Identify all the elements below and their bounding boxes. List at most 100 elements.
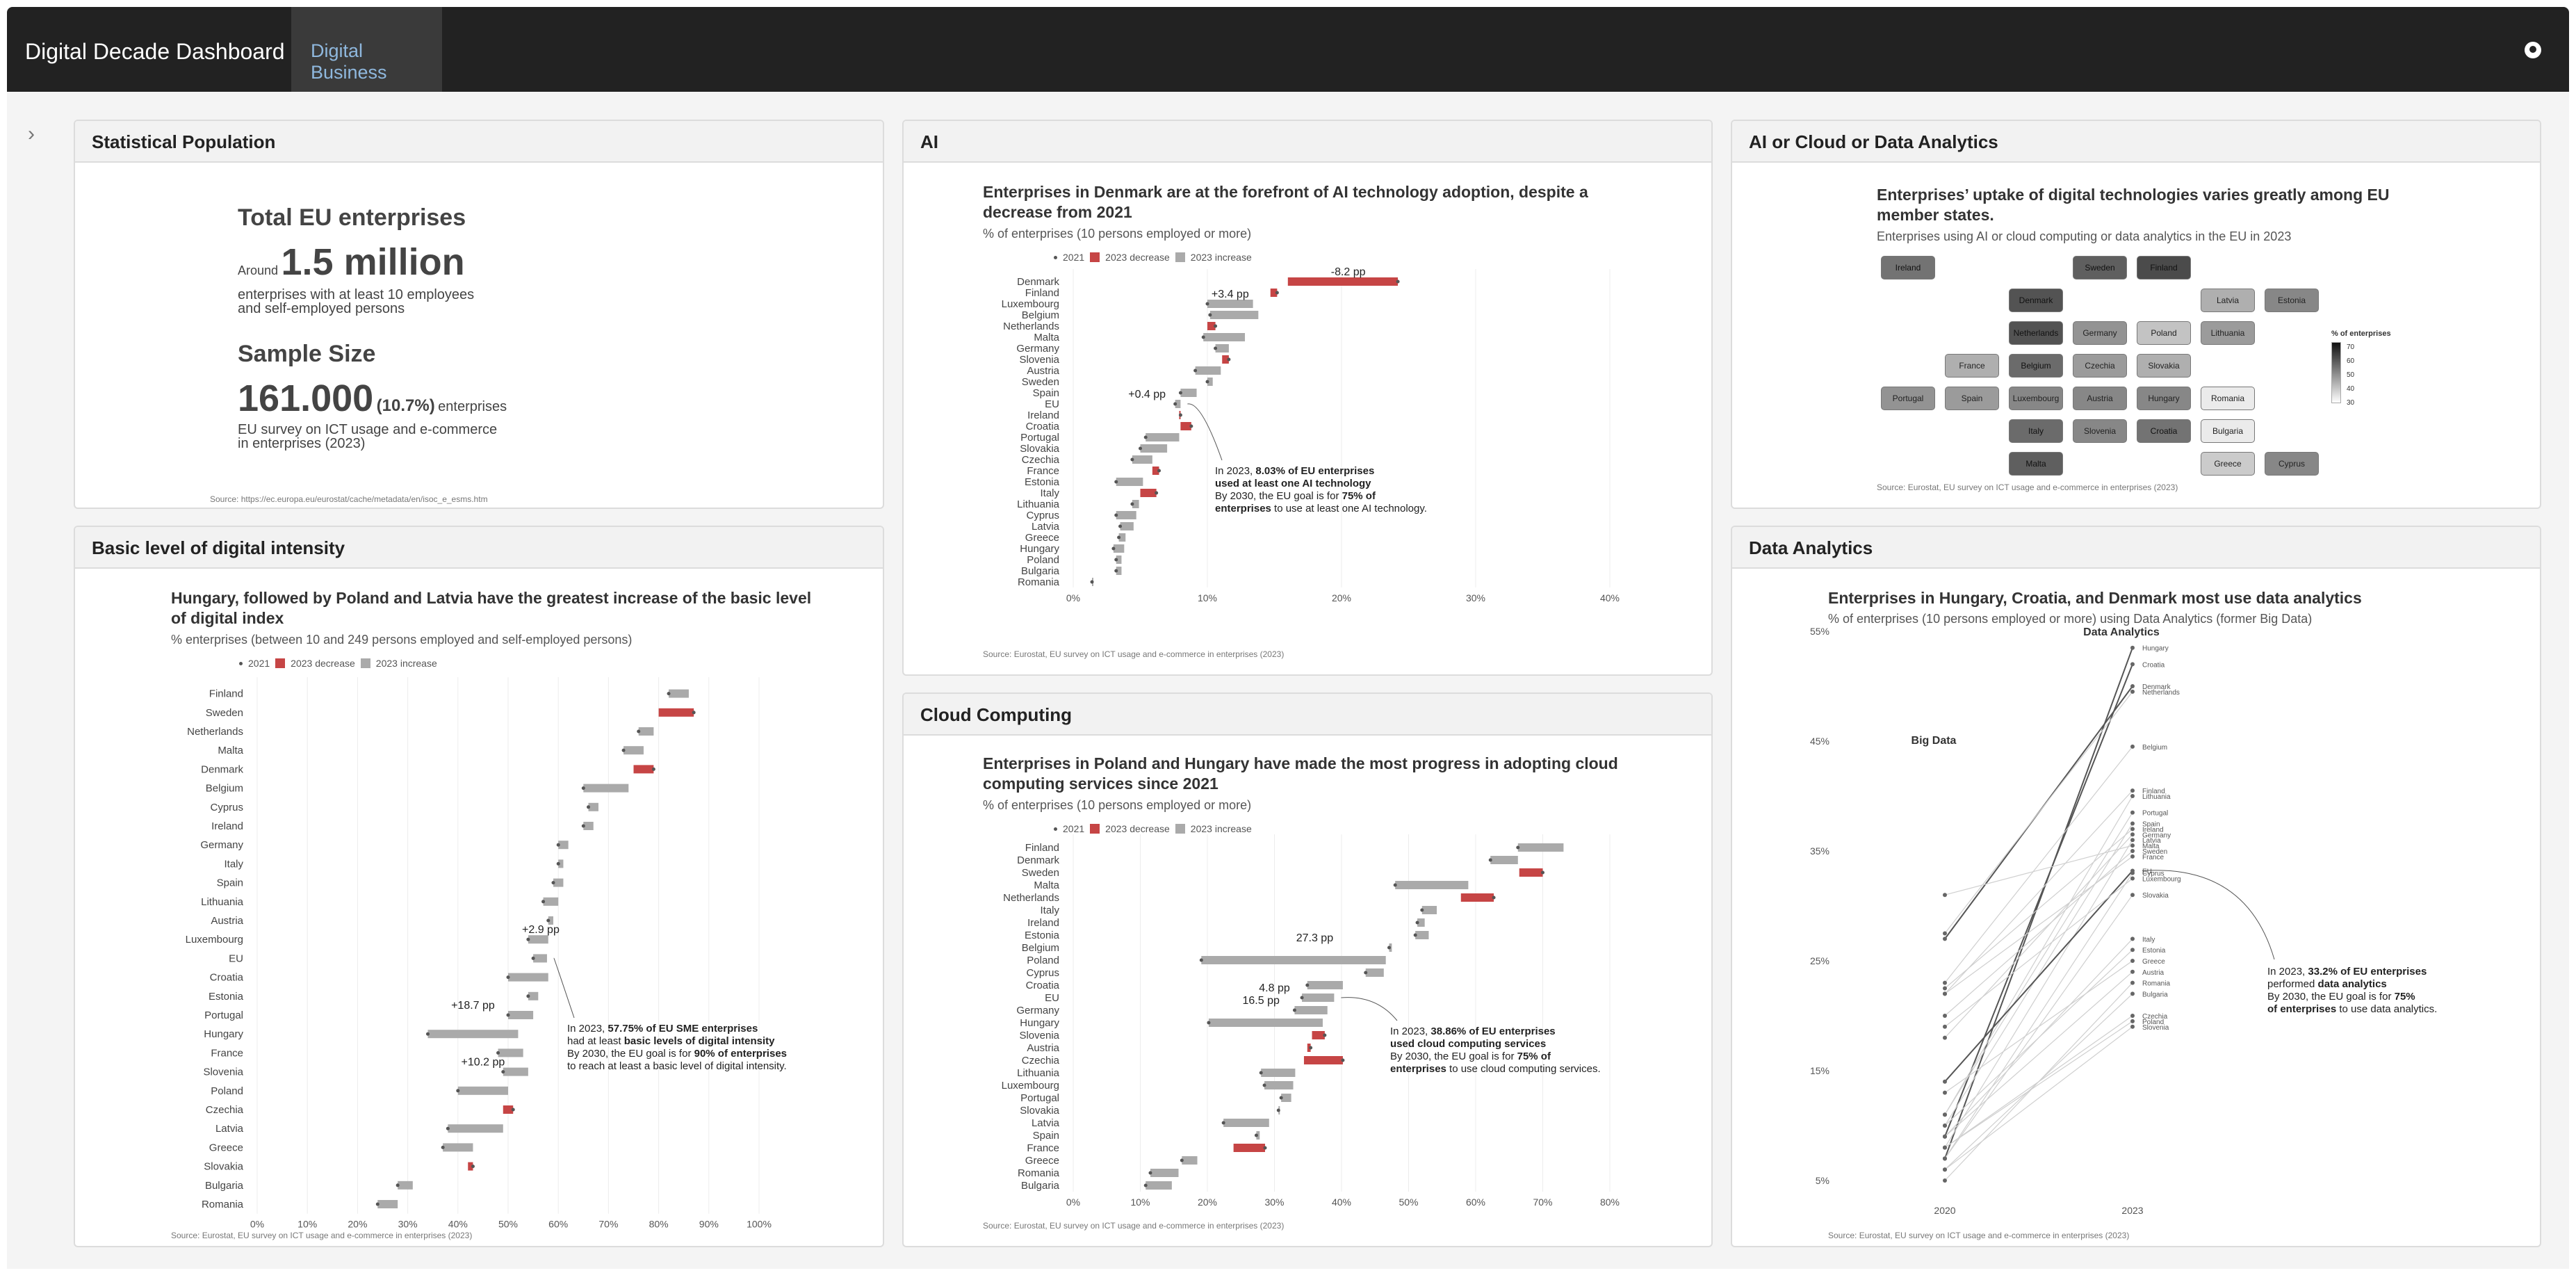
map-tile[interactable]: Croatia	[2137, 419, 2191, 443]
bar	[1175, 400, 1181, 408]
series-line	[1944, 971, 2133, 1137]
legend-increase-swatch	[360, 658, 370, 668]
bar	[1264, 1081, 1294, 1089]
source-note: Source: Eurostat, EU survey on ICT usage…	[171, 1231, 473, 1240]
map-tile[interactable]: Cyprus	[2265, 452, 2319, 476]
map-tile[interactable]: Luxembourg	[2009, 387, 2063, 410]
x-tick-label: 30%	[1466, 592, 1485, 603]
category-label: Poland	[1027, 554, 1059, 566]
map-tile[interactable]: Ireland	[1881, 256, 1935, 279]
point-2021	[1300, 996, 1304, 1000]
map-tile[interactable]: Finland	[2137, 256, 2191, 279]
category-label: Portugal	[204, 1010, 243, 1021]
series-line	[1944, 960, 2133, 1094]
category-label: Slovakia	[1020, 1105, 1059, 1117]
map-tile[interactable]: Germany	[2073, 321, 2127, 345]
bar	[1146, 433, 1180, 441]
cloud-chart: 0% 10% 20% 30% 40% 50% 60% 70% 80% FinlandDenmark…	[1002, 834, 1620, 1208]
source-note: Source: Eurostat, EU survey on ICT usage…	[1877, 483, 2178, 492]
map-tile[interactable]: Italy	[2009, 419, 2063, 443]
map-tile[interactable]: Austria	[2073, 387, 2127, 410]
card-cloud-computing: Cloud Computing Enterprises in Poland an…	[902, 692, 1713, 1247]
category-label: Sweden	[1022, 376, 1059, 388]
github-icon[interactable]	[2525, 42, 2541, 58]
y-tick-label: 45%	[1810, 736, 1829, 747]
map-tile[interactable]: France	[1945, 354, 1999, 378]
card-title: AI	[904, 121, 1711, 163]
x-tick-label: 10%	[297, 1219, 317, 1230]
point-2023	[2130, 1019, 2135, 1023]
x-tick-label: 90%	[699, 1219, 719, 1230]
sample-desc-1: EU survey on ICT usage and e-commerce	[238, 422, 498, 437]
point-2021	[1148, 1171, 1152, 1175]
category-label: Spain	[1033, 1130, 1059, 1142]
category-label: Portugal	[1020, 432, 1059, 444]
category-label: France	[211, 1047, 243, 1059]
map-tile[interactable]: Sweden	[2073, 256, 2127, 279]
map-tile[interactable]: Slovakia	[2137, 354, 2191, 378]
x-tick-label: 2023	[2121, 1205, 2143, 1216]
point-2020	[1943, 1024, 1947, 1029]
tab-digital-business[interactable]: Digital Business	[291, 7, 442, 92]
point-2023	[2130, 870, 2135, 875]
point-2021	[506, 1013, 510, 1017]
point-2023	[2130, 936, 2135, 941]
x-tick-label: 30%	[1264, 1197, 1284, 1208]
point-2021	[425, 1032, 430, 1036]
point-2021	[396, 1183, 400, 1187]
source-note: Source: Eurostat, EU survey on ICT usage…	[983, 1221, 1285, 1231]
map-tile[interactable]: Portugal	[1881, 387, 1935, 410]
point-2020	[1943, 936, 1947, 941]
map-tile[interactable]: Slovenia	[2073, 419, 2127, 443]
bar	[503, 1067, 528, 1076]
sample-unit: enterprises	[438, 399, 507, 414]
category-label: Czechia	[206, 1104, 244, 1116]
point-2020	[1943, 1079, 1947, 1084]
point-2021	[1130, 457, 1134, 462]
chevron-right-icon[interactable]: ›	[28, 122, 35, 145]
legend-2021: 2021	[1063, 252, 1085, 263]
category-label: Spain	[217, 877, 243, 889]
category-label: Czechia	[1022, 454, 1060, 466]
map-tile[interactable]: Denmark	[2009, 289, 2063, 312]
map-tile[interactable]: Czechia	[2073, 354, 2127, 378]
point-2020	[1943, 1035, 1947, 1040]
point-2021	[506, 975, 510, 980]
category-label: Poland	[1027, 955, 1059, 966]
map-tile[interactable]: Belgium	[2009, 354, 2063, 378]
bar	[508, 973, 548, 982]
chart-title-line-1: Enterprises in Denmark are at the forefr…	[983, 183, 1588, 201]
category-label: Netherlands	[187, 726, 243, 738]
map-tile[interactable]: Spain	[1945, 387, 1999, 410]
bar	[1365, 968, 1384, 977]
point-2023	[2130, 959, 2135, 963]
point-2021	[1214, 324, 1218, 328]
point-2021	[1111, 546, 1116, 551]
x-tick-label: 70%	[598, 1219, 618, 1230]
map-tile[interactable]: Lithuania	[2201, 321, 2255, 345]
category-label: Estonia	[1025, 930, 1060, 941]
map-tile[interactable]: Hungary	[2137, 387, 2191, 410]
map-tile[interactable]: Bulgaria	[2201, 419, 2255, 443]
map-tile[interactable]: Romania	[2201, 387, 2255, 410]
point-2021	[1117, 535, 1121, 540]
bar	[1118, 533, 1126, 542]
series-label-right: Sweden	[2142, 848, 2167, 856]
x-tick-label: 10%	[1198, 592, 1217, 603]
map-tile[interactable]: Malta	[2009, 452, 2063, 476]
bar	[1180, 389, 1197, 397]
category-label: Ireland	[1027, 917, 1059, 929]
series-label-right: Estonia	[2142, 947, 2166, 955]
map-tile[interactable]: Greece	[2201, 452, 2255, 476]
app-title[interactable]: Digital Decade Dashboard	[25, 39, 285, 64]
card-title: AI or Cloud or Data Analytics	[1732, 121, 2540, 163]
map-tile[interactable]: Estonia	[2265, 289, 2319, 312]
point-2021	[1279, 1096, 1283, 1100]
point-2021	[581, 824, 585, 828]
category-label: Lithuania	[201, 896, 244, 908]
map-tile[interactable]: Poland	[2137, 321, 2191, 345]
map-tile[interactable]: Netherlands	[2009, 321, 2063, 345]
map-tile[interactable]: Latvia	[2201, 289, 2255, 312]
total-value-line: Around 1.5 million	[238, 241, 465, 284]
x-tick-label: 60%	[1466, 1197, 1485, 1208]
